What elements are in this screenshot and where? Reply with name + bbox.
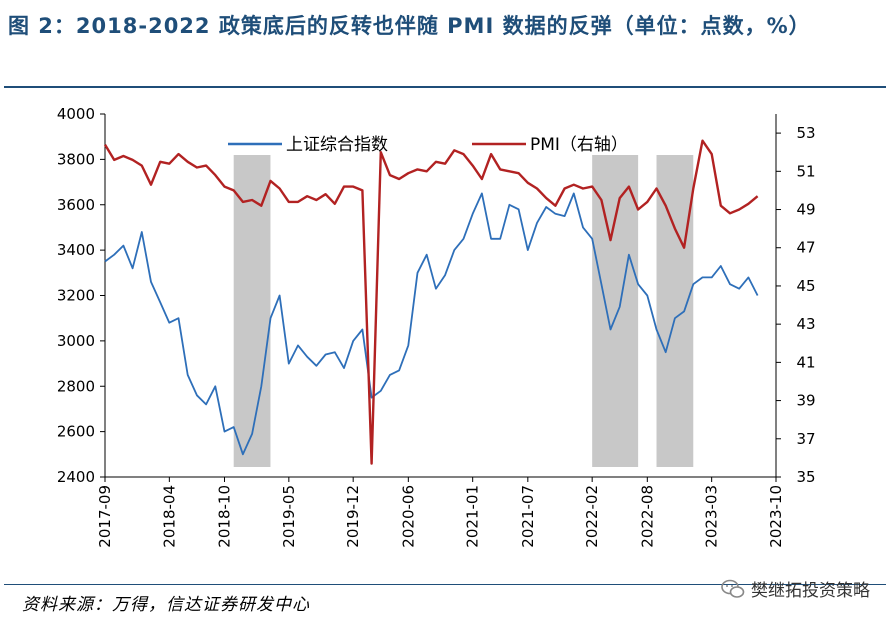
- y-left-tick-label: 2600: [57, 423, 95, 441]
- wechat-icon: [721, 579, 745, 598]
- title-divider: [4, 86, 886, 88]
- source-note: 资料来源：万得，信达证券研发中心: [22, 595, 310, 615]
- y-right-tick-label: 35: [796, 468, 815, 486]
- y-left-tick-label: 3800: [57, 150, 95, 168]
- y-right-tick-label: 47: [796, 239, 815, 257]
- x-tick-label: 2023-03: [703, 485, 721, 548]
- y-right-tick-label: 43: [796, 315, 815, 333]
- x-tick-label: 2022-08: [638, 485, 656, 548]
- shaded-period-1: [233, 155, 271, 467]
- watermark: 樊继拓投资策略: [721, 576, 870, 601]
- x-tick-label: 2018-10: [215, 485, 233, 548]
- y-right-tick-label: 53: [796, 124, 815, 142]
- y-left-tick-label: 3200: [57, 287, 95, 305]
- x-tick-label: 2021-01: [464, 485, 482, 548]
- series-line-sse: [104, 192, 759, 456]
- series-line-pmi: [103, 139, 759, 465]
- y-left-tick-label: 3400: [57, 241, 95, 259]
- shaded-period-2: [592, 155, 639, 467]
- x-tick-label: 2022-02: [583, 485, 601, 548]
- y-right-tick-label: 41: [796, 353, 815, 371]
- shaded-period-3: [656, 155, 694, 467]
- watermark-text: 樊继拓投资策略: [751, 581, 870, 601]
- legend-label-pmi: PMI（右轴）: [530, 135, 628, 155]
- chart-title: 图 2：2018-2022 政策底后的反转也伴随 PMI 数据的反弹（单位：点数…: [8, 14, 811, 38]
- x-tick-label: 2019-05: [280, 485, 298, 548]
- y-right-tick-label: 49: [796, 201, 815, 219]
- x-tick-label: 2017-09: [96, 485, 114, 548]
- y-right-tick-label: 37: [796, 430, 815, 448]
- x-tick-label: 2019-12: [344, 485, 362, 548]
- legend-label-sse: 上证综合指数: [286, 135, 388, 155]
- y-left-tick-label: 2800: [57, 377, 95, 395]
- x-tick-label: 2021-07: [519, 485, 537, 548]
- x-tick-label: 2023-10: [767, 485, 785, 548]
- y-right-tick-label: 39: [796, 392, 815, 410]
- y-left-tick-label: 4000: [57, 105, 95, 123]
- x-tick-label: 2020-06: [399, 485, 417, 548]
- y-left-tick-label: 2400: [57, 468, 95, 486]
- y-left-tick-label: 3000: [57, 332, 95, 350]
- footer-divider: [4, 584, 886, 585]
- x-tick-label: 2018-04: [160, 485, 178, 548]
- y-right-tick-label: 45: [796, 277, 815, 295]
- y-right-tick-label: 51: [796, 162, 815, 180]
- y-left-tick-label: 3600: [57, 196, 95, 214]
